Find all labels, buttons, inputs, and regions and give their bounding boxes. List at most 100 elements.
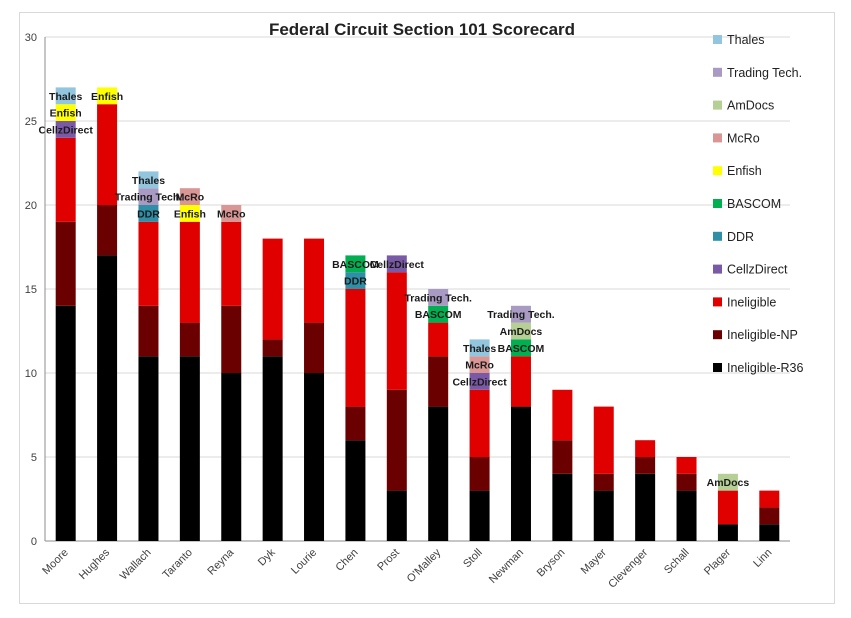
segment-label: Thales <box>132 175 165 187</box>
bar-segment <box>386 255 407 273</box>
x-tick-label: Clevenger <box>606 546 650 590</box>
bar-segment <box>179 221 200 323</box>
bar-segment <box>717 524 738 541</box>
segment-label: CellzDirect <box>39 124 94 136</box>
bar-segment <box>593 490 614 541</box>
x-tick-label: Reyna <box>205 546 237 578</box>
x-tick-label: Hughes <box>77 546 113 582</box>
bar-segment <box>717 490 738 525</box>
bar-segment <box>635 457 656 474</box>
legend-swatch <box>713 133 722 143</box>
segment-label: Trading Tech. <box>115 192 183 204</box>
bar-segment <box>759 490 780 508</box>
bar-segment <box>138 188 159 205</box>
bar-segment <box>510 305 531 323</box>
bar-segment <box>345 289 366 407</box>
x-tick-label: Plager <box>702 546 733 577</box>
segment-labels: CellzDirect Enfish Thales Enfish DDR Trading … <box>39 91 750 489</box>
bar-segment <box>386 272 407 390</box>
legend-label: Enfish <box>727 164 762 178</box>
bar-segment <box>55 221 76 306</box>
bar-segment <box>469 356 490 373</box>
y-tick-label: 5 <box>31 452 37 464</box>
x-tick-label: Prost <box>375 547 402 574</box>
x-tick-label: Linn <box>751 547 774 570</box>
bar-segment <box>97 104 118 205</box>
bar-segment <box>138 205 159 222</box>
bar-segment <box>510 339 531 357</box>
bar-segment <box>635 440 656 457</box>
y-tick-label: 20 <box>25 200 37 212</box>
bar-segment <box>179 205 200 222</box>
bar-segment <box>552 389 573 441</box>
segment-label: CellzDirect <box>452 376 507 388</box>
bar-segment <box>552 473 573 541</box>
legend: Thales Trading Tech. AmDocs McRo Enfish BASCO… <box>713 33 803 375</box>
y-tick-label: 30 <box>25 32 37 44</box>
legend-label: Ineligible <box>727 295 776 309</box>
bar-segment <box>635 473 656 541</box>
x-tick-label: Schall <box>662 547 692 577</box>
legend-label: Ineligible-R36 <box>727 361 803 375</box>
segment-label: Trading Tech. <box>487 309 555 321</box>
legend-swatch <box>713 35 722 44</box>
bar-segment <box>97 87 118 105</box>
y-tick-label: 15 <box>25 284 37 296</box>
segment-label: Enfish <box>50 108 82 120</box>
bar-segment <box>97 205 118 256</box>
bar-segment <box>221 305 242 373</box>
bar-segment <box>593 406 614 474</box>
segment-label: BASCOM <box>332 259 379 271</box>
bar-segment <box>304 373 325 541</box>
y-tick-label: 10 <box>25 368 37 380</box>
legend-label: BASCOM <box>727 197 781 211</box>
bar-segment <box>676 490 697 541</box>
segment-label: McRo <box>217 208 246 220</box>
legend-label: Trading Tech. <box>727 66 802 80</box>
chart-title: Federal Circuit Section 101 Scorecard <box>269 20 575 39</box>
segment-label: CellzDirect <box>370 259 425 271</box>
bar-segment <box>138 221 159 306</box>
segment-label: Thales <box>49 91 82 103</box>
bar-segment <box>97 255 118 541</box>
bar-segment <box>55 87 76 105</box>
bar-segment <box>345 406 366 441</box>
legend-swatch <box>713 363 722 372</box>
bar-segment <box>345 272 366 289</box>
legend-swatch <box>713 264 722 274</box>
bar-segment <box>759 507 780 525</box>
bar-segment <box>345 440 366 541</box>
x-tick-label: Stoll <box>461 547 485 571</box>
legend-label: AmDocs <box>727 99 774 113</box>
bar-segment <box>676 457 697 474</box>
bar-segment <box>221 373 242 541</box>
legend-swatch <box>713 166 722 176</box>
legend-label: DDR <box>727 230 754 244</box>
legend-swatch <box>713 67 722 77</box>
x-tick-label: O'Malley <box>405 546 444 585</box>
bar-segment <box>469 373 490 390</box>
segment-label: DDR <box>344 276 367 288</box>
x-tick-label: Dyk <box>256 546 278 568</box>
bar-segment <box>676 473 697 491</box>
x-tick-label: Lourie <box>289 547 319 577</box>
segment-label: McRo <box>176 192 205 204</box>
x-tick-label: Wallach <box>118 547 154 583</box>
segment-label: AmDocs <box>707 477 750 489</box>
bar-segment <box>510 322 531 340</box>
segment-label: AmDocs <box>500 326 543 338</box>
bar-segment <box>428 289 449 306</box>
bar-segment <box>55 104 76 121</box>
bar-segment <box>138 305 159 357</box>
legend-swatch <box>713 231 722 241</box>
segment-label: Trading Tech. <box>404 292 472 304</box>
bar-segment <box>262 339 283 357</box>
bar-segment <box>552 440 573 474</box>
bars <box>55 87 780 541</box>
bar-segment <box>304 322 325 373</box>
bar-segment <box>428 406 449 541</box>
gridlines <box>45 36 790 542</box>
segment-label: DDR <box>137 208 160 220</box>
legend-swatch <box>713 297 722 307</box>
bar-segment <box>179 188 200 205</box>
